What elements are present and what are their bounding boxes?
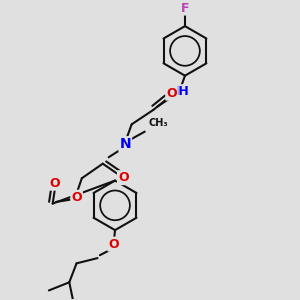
Text: O: O — [166, 87, 177, 100]
Text: NH: NH — [169, 85, 190, 98]
Text: N: N — [119, 137, 131, 151]
Text: O: O — [50, 177, 60, 190]
Text: F: F — [181, 2, 189, 15]
Text: O: O — [118, 171, 128, 184]
Text: CH₃: CH₃ — [148, 118, 168, 128]
Text: O: O — [108, 238, 119, 250]
Text: O: O — [71, 191, 82, 204]
